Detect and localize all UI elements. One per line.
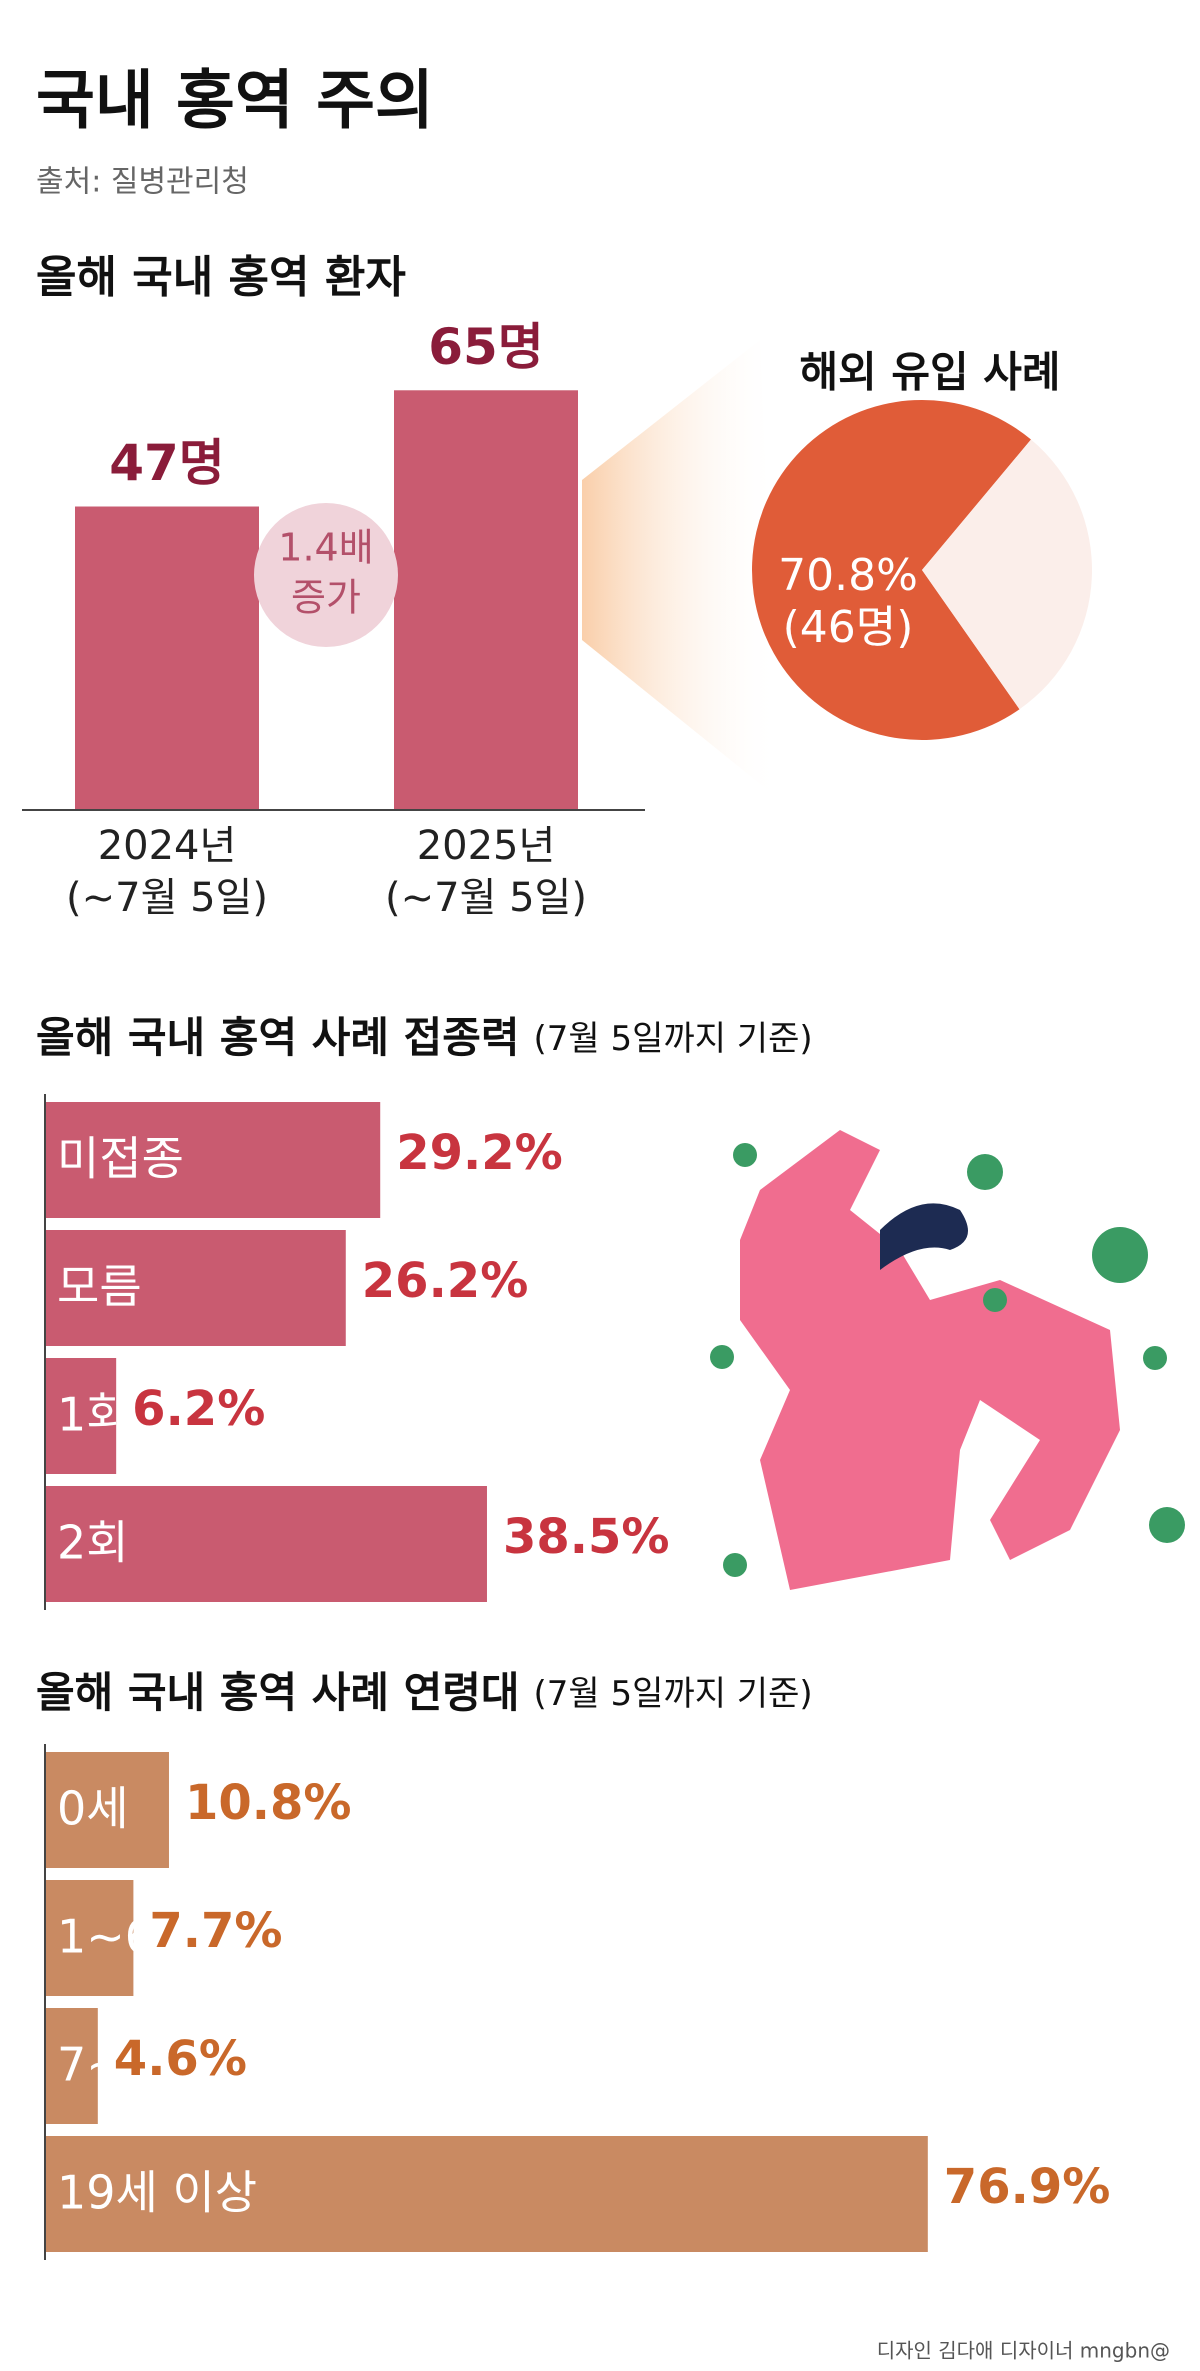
credit: 디자인 김다애 디자이너 mngbn@ xyxy=(877,2339,1170,2363)
illustration xyxy=(710,1130,1185,1590)
category-label: 0세 xyxy=(57,1782,129,1836)
bar xyxy=(45,1358,117,1474)
pie-slice xyxy=(922,439,1092,710)
category-label: 1~6세 xyxy=(57,1910,196,1964)
annotation: (46명) xyxy=(783,602,914,653)
title-text: 올해 국내 홍역 사례 접종력 xyxy=(36,1013,520,1062)
bar xyxy=(45,2136,928,2252)
category-label: 2024년 xyxy=(98,823,237,869)
title-text: 올해 국내 홍역 사례 연령대 xyxy=(36,1668,520,1717)
chart-title: 해외 유입 사례 xyxy=(799,348,1060,397)
category-label: 7~18세 xyxy=(57,2038,226,2092)
subtitle: (7월 5일까지 기준) xyxy=(534,1019,813,1059)
bar xyxy=(45,1880,134,1996)
value-label: 26.2% xyxy=(362,1253,529,1309)
bar xyxy=(45,1102,381,1218)
annotation: 증가 xyxy=(291,576,361,620)
category-note: (~7월 5일) xyxy=(66,875,268,921)
bar xyxy=(45,1230,346,1346)
value-label: 76.9% xyxy=(944,2159,1111,2215)
category-label: 2회 xyxy=(57,1516,129,1570)
bar xyxy=(45,1486,487,1602)
decor-beam xyxy=(582,340,780,800)
category-label: 모름 xyxy=(57,1260,142,1314)
bar xyxy=(45,1752,169,1868)
annotation-badge xyxy=(254,503,398,647)
value-label: 10.8% xyxy=(185,1775,352,1831)
category-label: 19세 이상 xyxy=(57,2166,257,2220)
category-label: 1회 xyxy=(57,1388,129,1442)
chart-title: 올해 국내 홍역 사례 접종력 (7월 5일까지 기준) xyxy=(36,1013,813,1062)
value-label: 6.2% xyxy=(132,1381,265,1437)
page-title: 국내 홍역 주의 xyxy=(36,65,434,139)
source: 출처: 질병관리청 xyxy=(36,165,249,200)
value-label: 65명 xyxy=(428,318,544,376)
value-label: 47명 xyxy=(109,434,225,492)
subtitle: (7월 5일까지 기준) xyxy=(534,1674,813,1714)
value-label: 38.5% xyxy=(503,1509,670,1565)
value-label: 7.7% xyxy=(149,1903,282,1959)
bar xyxy=(75,506,259,810)
category-label: 2025년 xyxy=(417,823,556,869)
pie-slice xyxy=(752,400,1032,741)
value-label: 29.2% xyxy=(396,1125,563,1181)
category-label: 미접종 xyxy=(57,1132,184,1186)
bar xyxy=(45,2008,98,2124)
value-label: 4.6% xyxy=(114,2031,247,2087)
bar xyxy=(394,390,578,810)
value-label: 70.8% xyxy=(778,550,918,601)
chart-title: 올해 국내 홍역 사례 연령대 (7월 5일까지 기준) xyxy=(36,1668,813,1717)
annotation: 1.4배 xyxy=(278,526,373,570)
category-note: (~7월 5일) xyxy=(385,875,587,921)
chart-title: 올해 국내 홍역 환자 xyxy=(36,252,406,303)
